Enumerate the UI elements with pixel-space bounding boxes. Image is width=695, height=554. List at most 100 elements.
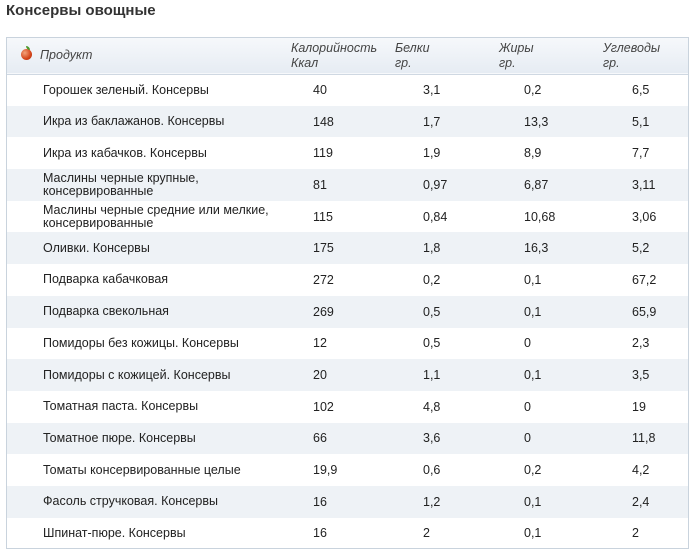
header-carbs-label: Углеводы — [603, 40, 661, 55]
fat-value: 0,2 — [524, 463, 542, 478]
header-carbs-unit: гр. — [603, 55, 620, 70]
fat-value: 13,3 — [524, 114, 549, 129]
table-row: Горошек зеленый. Консервы 40 3,1 0,2 6,5 — [7, 74, 688, 106]
carbs-value: 11,8 — [632, 431, 656, 446]
table-row: Икра из баклажанов. Консервы 148 1,7 13,… — [7, 105, 688, 138]
header-protein-label: Белки — [395, 40, 430, 55]
header-carbs: Углеводы гр. — [603, 38, 688, 74]
carbs-value: 2,4 — [632, 494, 650, 509]
carbs-value: 5,2 — [632, 241, 650, 256]
fat-value: 0,1 — [524, 272, 542, 287]
table-row: Икра из кабачков. Консервы 119 1,9 8,9 7… — [7, 137, 688, 170]
header-fat-label: Жиры — [499, 40, 534, 55]
protein-value: 0,5 — [423, 304, 441, 319]
fat-value: 0,1 — [524, 368, 542, 383]
fat-value: 0,1 — [524, 304, 542, 319]
header-product-label: Продукт — [40, 48, 93, 63]
header-calories-label: Калорийность — [291, 40, 378, 55]
header-fat-unit: гр. — [499, 55, 516, 70]
fat-value: 0,1 — [524, 526, 542, 541]
product-name: Оливки. Консервы — [43, 240, 150, 255]
calories-value: 20 — [313, 368, 327, 383]
carbs-value: 6,5 — [632, 83, 650, 98]
product-name: Фасоль стручковая. Консервы — [43, 494, 218, 509]
product-name: Томатная паста. Консервы — [43, 399, 199, 414]
fat-value: 0 — [524, 336, 531, 351]
product-name: Подварка кабачковая — [43, 272, 169, 287]
calories-value: 102 — [313, 399, 334, 414]
fat-value: 16,3 — [524, 241, 549, 256]
calories-value: 81 — [313, 177, 327, 192]
header-product: Продукт — [7, 38, 291, 74]
calories-value: 66 — [313, 431, 327, 446]
fat-value: 0 — [524, 431, 531, 446]
protein-value: 1,7 — [423, 114, 441, 129]
protein-value: 1,2 — [423, 494, 441, 509]
carbs-value: 65,9 — [632, 304, 657, 319]
protein-value: 4,8 — [423, 399, 441, 414]
header-protein: Белки гр. — [395, 38, 499, 74]
calories-value: 119 — [313, 146, 333, 161]
fat-value: 6,87 — [524, 177, 549, 192]
table-row: Маслины черные средние или мелкие, консе… — [7, 200, 688, 233]
header-calories-unit: Ккал — [291, 55, 319, 70]
fat-value: 8,9 — [524, 146, 542, 161]
product-name: Томатное пюре. Консервы — [43, 430, 196, 445]
table-row: Шпинат-пюре. Консервы 16 2 0,1 2 — [7, 517, 688, 548]
protein-value: 3,1 — [423, 83, 441, 98]
fat-value: 0,2 — [524, 83, 542, 98]
table-row: Подварка кабачковая 272 0,2 0,1 67,2 — [7, 264, 688, 296]
protein-value: 3,6 — [423, 431, 441, 446]
table-row: Маслины черные крупные, консервированные… — [7, 169, 688, 201]
carbs-value: 4,2 — [632, 463, 650, 478]
protein-value: 0,84 — [423, 209, 448, 224]
calories-value: 19,9 — [313, 463, 338, 478]
fat-value: 0,1 — [524, 494, 542, 509]
protein-value: 2 — [423, 526, 430, 541]
page-title: Консервы овощные — [6, 2, 156, 19]
table-body: Горошек зеленый. Консервы 40 3,1 0,2 6,5… — [7, 74, 688, 548]
protein-value: 1,1 — [423, 368, 441, 383]
calories-value: 269 — [313, 304, 334, 319]
product-name: Помидоры с кожицей. Консервы — [43, 367, 231, 382]
carbs-value: 19 — [632, 399, 646, 414]
table-row: Томатная паста. Консервы 102 4,8 0 19 — [7, 390, 688, 423]
product-name: Шпинат-пюре. Консервы — [43, 525, 186, 540]
table-row: Помидоры без кожицы. Консервы 12 0,5 0 2… — [7, 327, 688, 360]
calories-value: 115 — [313, 209, 333, 224]
product-name: Икра из баклажанов. Консервы — [43, 114, 225, 129]
carbs-value: 3,5 — [632, 368, 650, 383]
calories-value: 272 — [313, 272, 334, 287]
carbs-value: 7,7 — [632, 146, 650, 161]
protein-value: 0,2 — [423, 272, 441, 287]
calories-value: 40 — [313, 83, 327, 98]
calories-value: 16 — [313, 494, 327, 509]
product-name: Горошек зеленый. Консервы — [43, 82, 209, 97]
table-row: Оливки. Консервы 175 1,8 16,3 5,2 — [7, 232, 688, 265]
calories-value: 148 — [313, 114, 334, 129]
protein-value: 0,5 — [423, 336, 441, 351]
header-protein-unit: гр. — [395, 55, 412, 70]
table-row: Томатное пюре. Консервы 66 3,6 0 11,8 — [7, 422, 688, 455]
product-name: Маслины черные крупные, консервированные — [43, 170, 199, 198]
carbs-value: 2 — [632, 526, 639, 541]
fat-value: 0 — [524, 399, 531, 414]
product-name: Томаты консервированные целые — [43, 462, 241, 477]
protein-value: 0,6 — [423, 463, 441, 478]
carbs-value: 2,3 — [632, 336, 650, 351]
calories-value: 16 — [313, 526, 327, 541]
table-row: Фасоль стручковая. Консервы 16 1,2 0,1 2… — [7, 485, 688, 518]
fat-value: 10,68 — [524, 209, 556, 224]
carbs-value: 3,06 — [632, 209, 657, 224]
table-row: Томаты консервированные целые 19,9 0,6 0… — [7, 454, 688, 486]
carbs-value: 3,11 — [632, 177, 656, 192]
header-fat: Жиры гр. — [499, 38, 603, 74]
product-name: Подварка свекольная — [43, 304, 169, 319]
table-row: Подварка свекольная 269 0,5 0,1 65,9 — [7, 295, 688, 328]
product-name: Маслины черные средние или мелкие, консе… — [43, 202, 269, 230]
product-name: Помидоры без кожицы. Консервы — [43, 335, 239, 350]
protein-value: 0,97 — [423, 177, 448, 192]
header-row: Продукт Калорийность Ккал Белки гр. Жиры… — [7, 38, 688, 74]
nutrition-table-container: Продукт Калорийность Ккал Белки гр. Жиры… — [6, 37, 689, 549]
apple-icon — [21, 46, 32, 61]
